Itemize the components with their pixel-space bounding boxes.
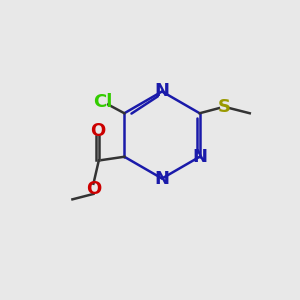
Text: N: N: [192, 148, 207, 166]
Text: Cl: Cl: [93, 93, 112, 111]
Text: O: O: [86, 180, 101, 198]
Text: N: N: [154, 82, 169, 100]
Text: O: O: [90, 122, 105, 140]
Text: S: S: [218, 98, 231, 116]
Text: N: N: [154, 169, 169, 188]
